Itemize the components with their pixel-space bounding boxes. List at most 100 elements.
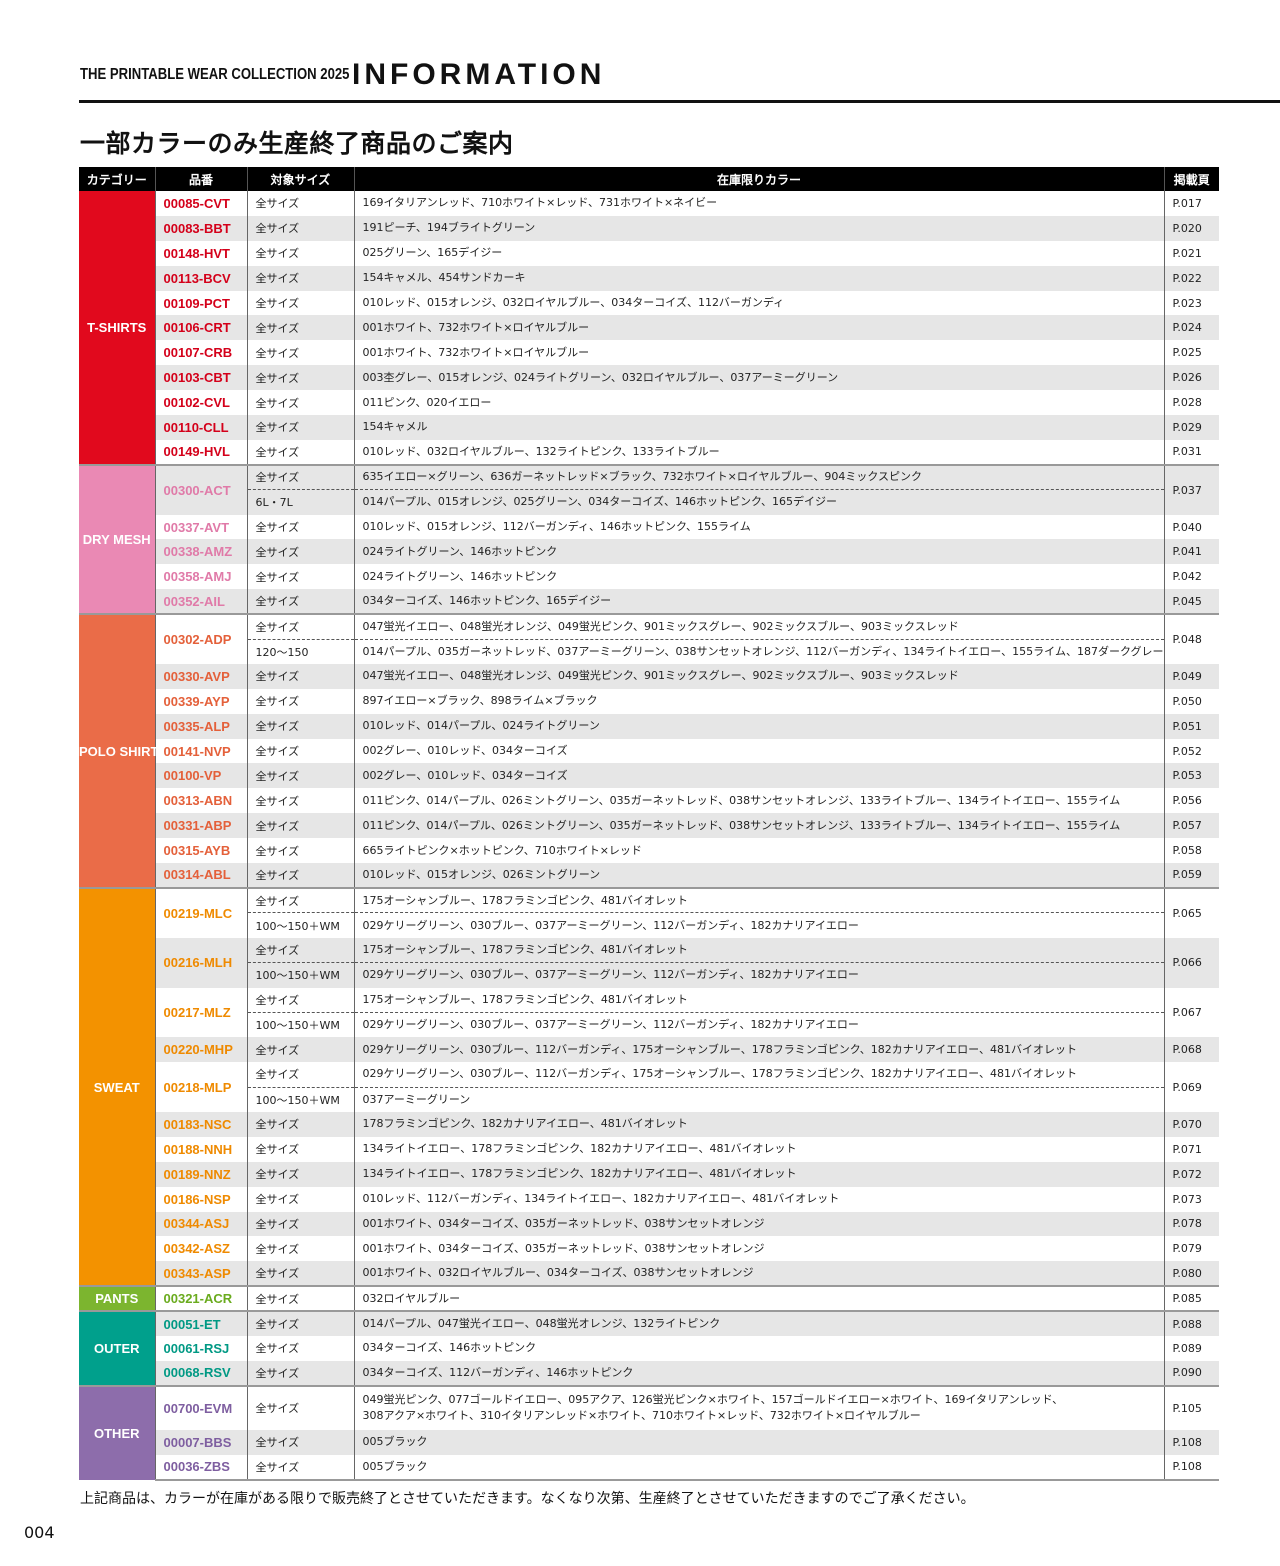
- table-row: 00337-AVT 全サイズ 010レッド、015オレンジ、112バーガンディ、14…: [79, 514, 1219, 540]
- table-row: 00315-AYB 全サイズ 665ライトピンク×ホットピンク、710ホワイト×レッ…: [79, 838, 1219, 864]
- size-cell: 120～150: [246, 639, 354, 664]
- size-cell: 全サイズ: [246, 1236, 354, 1262]
- product-code: 00218-MLP: [154, 1062, 247, 1112]
- table-row: 00338-AMZ 全サイズ 024ライトグリーン、146ホットピンク P.041: [79, 539, 1219, 565]
- page-reference: P.108: [1163, 1454, 1219, 1481]
- colors-cell: 001ホワイト、732ホワイト×ロイヤルブルー: [353, 340, 1164, 366]
- colors-cell: 005ブラック: [353, 1454, 1164, 1481]
- size-cell: 全サイズ: [246, 1211, 354, 1237]
- colors-cell: 029ケリーグリーン、030ブルー、037アーミーグリーン、112バーガンディ、…: [353, 912, 1164, 938]
- page-reference: P.029: [1163, 415, 1219, 440]
- size-cell: 全サイズ: [246, 688, 354, 714]
- colors-cell: 001ホワイト、032ロイヤルブルー、034ターコイズ、038サンセットオレンジ: [353, 1261, 1164, 1287]
- table-row: 00189-NNZ 全サイズ 134ライトイエロー、178フラミンゴピンク、182カ…: [79, 1161, 1219, 1187]
- colors-cell: 010レッド、014パープル、024ライトグリーン: [353, 713, 1164, 739]
- page-reference: P.051: [1163, 713, 1219, 739]
- column-header-code: 品番: [154, 167, 247, 191]
- product-code: 00103-CBT: [154, 365, 247, 391]
- table-row: POLO SHIRTS 00302-ADP 全サイズ 047蛍光イエロー、048蛍光オ…: [79, 613, 1219, 888]
- size-cell: 全サイズ: [246, 415, 354, 440]
- colors-cell: 175オーシャンブルー、178フラミンゴピンク、481バイオレット: [353, 886, 1164, 914]
- colors-cell: 635イエロー×グリーン、636ガーネットレッド×ブラック、732ホワイト×ロイ…: [353, 463, 1164, 491]
- size-cell: 全サイズ: [246, 813, 354, 839]
- table-row: 00335-ALP 全サイズ 010レッド、014パープル、024ライトグリーン P.…: [79, 713, 1219, 739]
- product-code: 00338-AMZ: [154, 539, 247, 565]
- table-row: 00331-ABP 全サイズ 011ピンク、014パープル、026ミントグリーン、0…: [79, 813, 1219, 839]
- category-label: SWEAT: [79, 886, 155, 1287]
- size-cell: 全サイズ: [246, 713, 354, 739]
- colors-cell: 002グレー、010レッド、034ターコイズ: [353, 738, 1164, 764]
- colors-cell: 005ブラック: [353, 1429, 1164, 1455]
- product-code: 00036-ZBS: [154, 1454, 247, 1481]
- page-reference: P.052: [1163, 738, 1219, 764]
- product-code: 00300-ACT: [154, 463, 247, 515]
- page-reference: P.059: [1163, 863, 1219, 888]
- colors-cell: 002グレー、010レッド、034ターコイズ: [353, 763, 1164, 789]
- category-label: PANTS: [79, 1285, 155, 1312]
- page-reference: P.080: [1163, 1261, 1219, 1287]
- size-cell: 全サイズ: [246, 763, 354, 789]
- table-row: 00339-AYP 全サイズ 897イエロー×ブラック、898ライム×ブラック P.0…: [79, 688, 1219, 714]
- table-row: 00100-VP 全サイズ 002グレー、010レッド、034ターコイズ P.053: [79, 763, 1219, 789]
- product-code: 00109-PCT: [154, 290, 247, 316]
- page-reference: P.021: [1163, 240, 1219, 266]
- product-code: 00330-AVP: [154, 663, 247, 689]
- page-reference: P.078: [1163, 1211, 1219, 1237]
- page-reference: P.079: [1163, 1236, 1219, 1262]
- page-reference: P.056: [1163, 788, 1219, 814]
- page-reference: P.108: [1163, 1429, 1219, 1455]
- product-code: 00217-MLZ: [154, 987, 247, 1038]
- colors-cell: 175オーシャンブルー、178フラミンゴピンク、481バイオレット: [353, 937, 1164, 964]
- page-reference: P.067: [1163, 987, 1219, 1038]
- table-row: 00061-RSJ 全サイズ 034ターコイズ、146ホットピンク P.089: [79, 1335, 1219, 1361]
- category-label: T-SHIRTS: [79, 191, 155, 465]
- colors-cell: 014パープル、047蛍光イエロー、048蛍光オレンジ、132ライトピンク: [353, 1310, 1164, 1336]
- table-row: OUTER 00051-ET 全サイズ 014パープル、047蛍光イエロー、048蛍光…: [79, 1310, 1219, 1386]
- footer-note: 上記商品は、カラーが在庫がある限りで販売終了とさせていただきます。なくなり次第、…: [80, 1491, 975, 1507]
- product-code: 00700-EVM: [154, 1384, 247, 1430]
- colors-cell: 037アーミーグリーン: [353, 1087, 1164, 1112]
- product-code: 00007-BBS: [154, 1429, 247, 1455]
- table-body: T-SHIRTS 00085-CVT 全サイズ 169イタリアンレッド、710ホワイト…: [79, 191, 1219, 1481]
- product-code: 00085-CVT: [154, 191, 247, 216]
- page-reference: P.105: [1163, 1384, 1219, 1430]
- page-number: 004: [24, 1523, 55, 1542]
- table-row: 100～150＋WM 029ケリーグリーン、030ブルー、037アーミーグリーン、…: [79, 962, 1219, 988]
- product-code: 00352-AIL: [154, 589, 247, 615]
- table-row: 00083-BBT 全サイズ 191ピーチ、194ブライトグリーン P.020: [79, 215, 1219, 241]
- page-reference: P.072: [1163, 1161, 1219, 1187]
- header-rule: [79, 100, 1280, 103]
- product-code: 00183-NSC: [154, 1111, 247, 1137]
- table-header: カテゴリー 品番 対象サイズ 在庫限りカラー 掲載頁: [79, 167, 1219, 191]
- size-cell: 全サイズ: [246, 463, 354, 491]
- page-reference: P.022: [1163, 265, 1219, 291]
- colors-cell: 014パープル、035ガーネットレッド、037アーミーグリーン、038サンセット…: [353, 639, 1164, 664]
- size-cell: 全サイズ: [246, 863, 354, 888]
- size-cell: 全サイズ: [246, 788, 354, 814]
- product-code: 00219-MLC: [154, 886, 247, 938]
- size-cell: 全サイズ: [246, 290, 354, 316]
- size-cell: 全サイズ: [246, 1285, 354, 1312]
- size-cell: 全サイズ: [246, 1186, 354, 1212]
- colors-cell: 029ケリーグリーン、030ブルー、037アーミーグリーン、112バーガンディ、…: [353, 962, 1164, 988]
- page-reference: P.037: [1163, 463, 1219, 515]
- table-row: 00330-AVP 全サイズ 047蛍光イエロー、048蛍光オレンジ、049蛍光ピン…: [79, 663, 1219, 689]
- product-code: 00335-ALP: [154, 713, 247, 739]
- product-code: 00068-RSV: [154, 1360, 247, 1386]
- size-cell: 全サイズ: [246, 937, 354, 964]
- page-reference: P.089: [1163, 1335, 1219, 1361]
- size-cell: 全サイズ: [246, 1454, 354, 1481]
- colors-cell: 191ピーチ、194ブライトグリーン: [353, 215, 1164, 241]
- table-row: 00342-ASZ 全サイズ 001ホワイト、034ターコイズ、035ガーネットレッ…: [79, 1236, 1219, 1262]
- size-cell: 全サイズ: [246, 1310, 354, 1336]
- colors-cell: 029ケリーグリーン、030ブルー、112バーガンディ、175オーシャンブルー、…: [353, 1037, 1164, 1063]
- colors-cell: 032ロイヤルブルー: [353, 1285, 1164, 1312]
- table-row: 100～150＋WM 037アーミーグリーン: [79, 1087, 1219, 1112]
- product-code: 00100-VP: [154, 763, 247, 789]
- table-row: 6L・7L 014パープル、015オレンジ、025グリーン、034ターコイズ、14…: [79, 489, 1219, 515]
- table-row: 00102-CVL 全サイズ 011ピンク、020イエロー P.028: [79, 390, 1219, 416]
- colors-cell: 049蛍光ピンク、077ゴールドイエロー、095アクア、126蛍光ピンク×ホワイ…: [353, 1384, 1164, 1430]
- colors-cell: 001ホワイト、034ターコイズ、035ガーネットレッド、038サンセットオレン…: [353, 1236, 1164, 1262]
- table-row: 00218-MLP 全サイズ 029ケリーグリーン、030ブルー、112バーガンディ…: [79, 1062, 1219, 1112]
- page-reference: P.028: [1163, 390, 1219, 416]
